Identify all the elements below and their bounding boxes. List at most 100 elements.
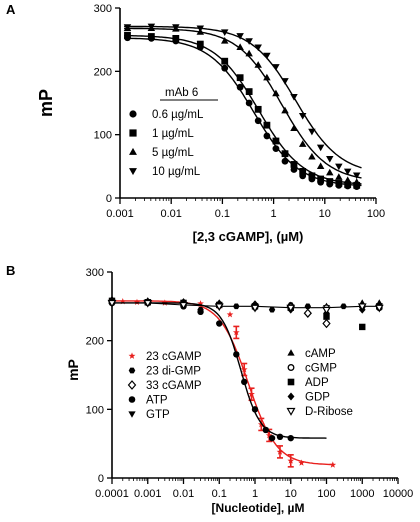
panel-a-data-point	[254, 105, 262, 113]
panel-a-data-point	[308, 128, 316, 136]
panel-b-data-point	[265, 431, 273, 439]
panel-b-legend-label: cAMP	[305, 348, 336, 360]
panel-a-data-point	[281, 78, 289, 85]
panel-a-data-point	[263, 73, 271, 81]
panel-b-legend-label: ATP	[146, 395, 168, 407]
panel-a-data-point	[263, 121, 271, 129]
panel-a-data-point	[281, 157, 289, 165]
panel-b-data-point	[107, 299, 117, 308]
panel-a-x-axis-title: [2,3 cGAMP], (µM)	[193, 229, 304, 244]
panel-a-legend-label: 5 µg/mL	[152, 147, 194, 159]
panel-b-data-point	[357, 303, 367, 312]
panel-b-letter: B	[6, 263, 15, 278]
panel-b-x-tick-label: 0.01	[173, 488, 194, 500]
panel-b-data-point	[250, 304, 260, 313]
panel-a-fit-curve	[124, 25, 362, 169]
panel-a-data-point	[290, 93, 298, 101]
panel-b-data-point	[232, 328, 240, 336]
panel-a-data-point	[172, 35, 180, 42]
panel-b-legend-marker	[286, 407, 296, 416]
panel-a-data-point	[124, 31, 131, 39]
panel-a-x-tick-label: 0.1	[215, 208, 230, 220]
panel-a-data-point	[221, 64, 229, 72]
panel-a-series-1	[124, 31, 362, 189]
panel-b-x-axis-title: [Nucleotide], µM	[212, 501, 305, 515]
panel-a-data-point	[123, 24, 132, 31]
panel-b-data-point	[298, 459, 305, 466]
panel-a-data-point	[220, 37, 229, 44]
panel-b-legend-label: 23 cGAMP	[146, 351, 202, 363]
panel-b-data-point	[304, 303, 312, 310]
panel-b-data-point	[322, 306, 331, 315]
panel-a-legend-marker	[129, 168, 137, 176]
panel-b-data-point	[143, 299, 153, 308]
panel-a-data-point	[308, 172, 316, 180]
panel-b-data-point	[240, 365, 248, 373]
panel-b-data-point	[268, 306, 276, 313]
panel-b-series-9	[107, 299, 384, 315]
panel-b-legend-marker	[287, 364, 295, 371]
panel-b-data-point	[197, 300, 204, 307]
panel-b-legend-marker	[287, 378, 295, 386]
panel-b-data-point	[262, 426, 269, 434]
panel-a-data-point	[272, 137, 280, 145]
panel-a-x-tick-label: 1	[271, 208, 277, 220]
panel-a-data-point	[290, 124, 298, 132]
panel-b-y-tick-label: 100	[86, 404, 104, 416]
panel-b-data-point	[268, 434, 276, 442]
panel-a-y-tick-label: 0	[106, 193, 112, 205]
panel-b-legend-label: 33 cGAMP	[146, 380, 202, 392]
panel-b-x-tick-label: 100	[317, 488, 335, 500]
panel-b-data-point	[133, 298, 141, 306]
panel-a-data-point	[147, 33, 155, 40]
panel-a-data-point	[221, 57, 229, 65]
panel-b-data-point	[303, 308, 312, 318]
panel-a-data-point	[290, 161, 298, 168]
panel-b-data-point	[241, 378, 248, 386]
panel-a-data-point	[172, 24, 180, 31]
panel-b-data-point	[197, 308, 204, 316]
panel-b-fit-curve	[112, 302, 380, 309]
panel-a-legend-label: 10 µg/mL	[152, 166, 201, 178]
panel-a-data-point	[245, 49, 253, 57]
panel-a-fit-curve	[124, 27, 362, 179]
panel-b-x-tick-label: 0.0001	[95, 488, 129, 500]
panel-b-x-tick-label: 1	[252, 488, 258, 500]
panel-a-y-tick-label: 300	[94, 3, 112, 15]
panel-a-data-point	[245, 99, 253, 107]
panel-b-legend-marker	[128, 411, 136, 418]
panel-a-data-point	[263, 132, 271, 140]
panel-b-legend-label: GDP	[305, 392, 330, 404]
panel-a-legend-title: mAb 6	[165, 87, 198, 99]
panel-b-legend-label: D-Ribose	[305, 406, 353, 418]
panel-b-legend-marker	[287, 349, 295, 356]
panel-a-letter: A	[6, 2, 16, 17]
panel-a-x-tick-label: 0.001	[106, 208, 134, 220]
panel-b-data-point	[251, 406, 259, 413]
panel-b-x-tick-label: 0.001	[134, 488, 162, 500]
panel-b-data-point	[329, 461, 337, 468]
panel-b-x-tick-label: 10	[285, 488, 297, 500]
panel-b-data-point	[374, 304, 384, 313]
panel-a-data-point	[352, 178, 361, 185]
panel-b: B mP [Nucleotide], µM 0 100 200 300 0.0001 0.…	[6, 263, 413, 515]
panel-a-x-tick-label: 10	[319, 208, 331, 220]
panel-a-data-point	[298, 140, 307, 147]
panel-a-data-point	[254, 44, 262, 52]
panel-b-data-point	[214, 303, 224, 312]
panel-a-data-point	[254, 61, 262, 68]
panel-a-data-point	[316, 162, 325, 170]
panel-a-data-point	[281, 150, 289, 158]
panel-b-data-point	[248, 390, 255, 398]
panel-b-data-point	[359, 323, 366, 331]
panel-b-x-tick-label: 1000	[350, 488, 374, 500]
panel-b-data-point	[340, 303, 347, 310]
panel-b-data-point	[119, 298, 127, 305]
panel-a-data-point	[352, 172, 361, 180]
panel-a-data-point	[263, 52, 271, 60]
panel-b-legend-label: 23 di-GMP	[146, 366, 201, 378]
panel-a-legend-marker	[129, 110, 137, 118]
panel-a-data-point	[196, 25, 205, 33]
panel-b-data-point	[286, 304, 296, 313]
panel-a-data-point	[281, 106, 289, 114]
